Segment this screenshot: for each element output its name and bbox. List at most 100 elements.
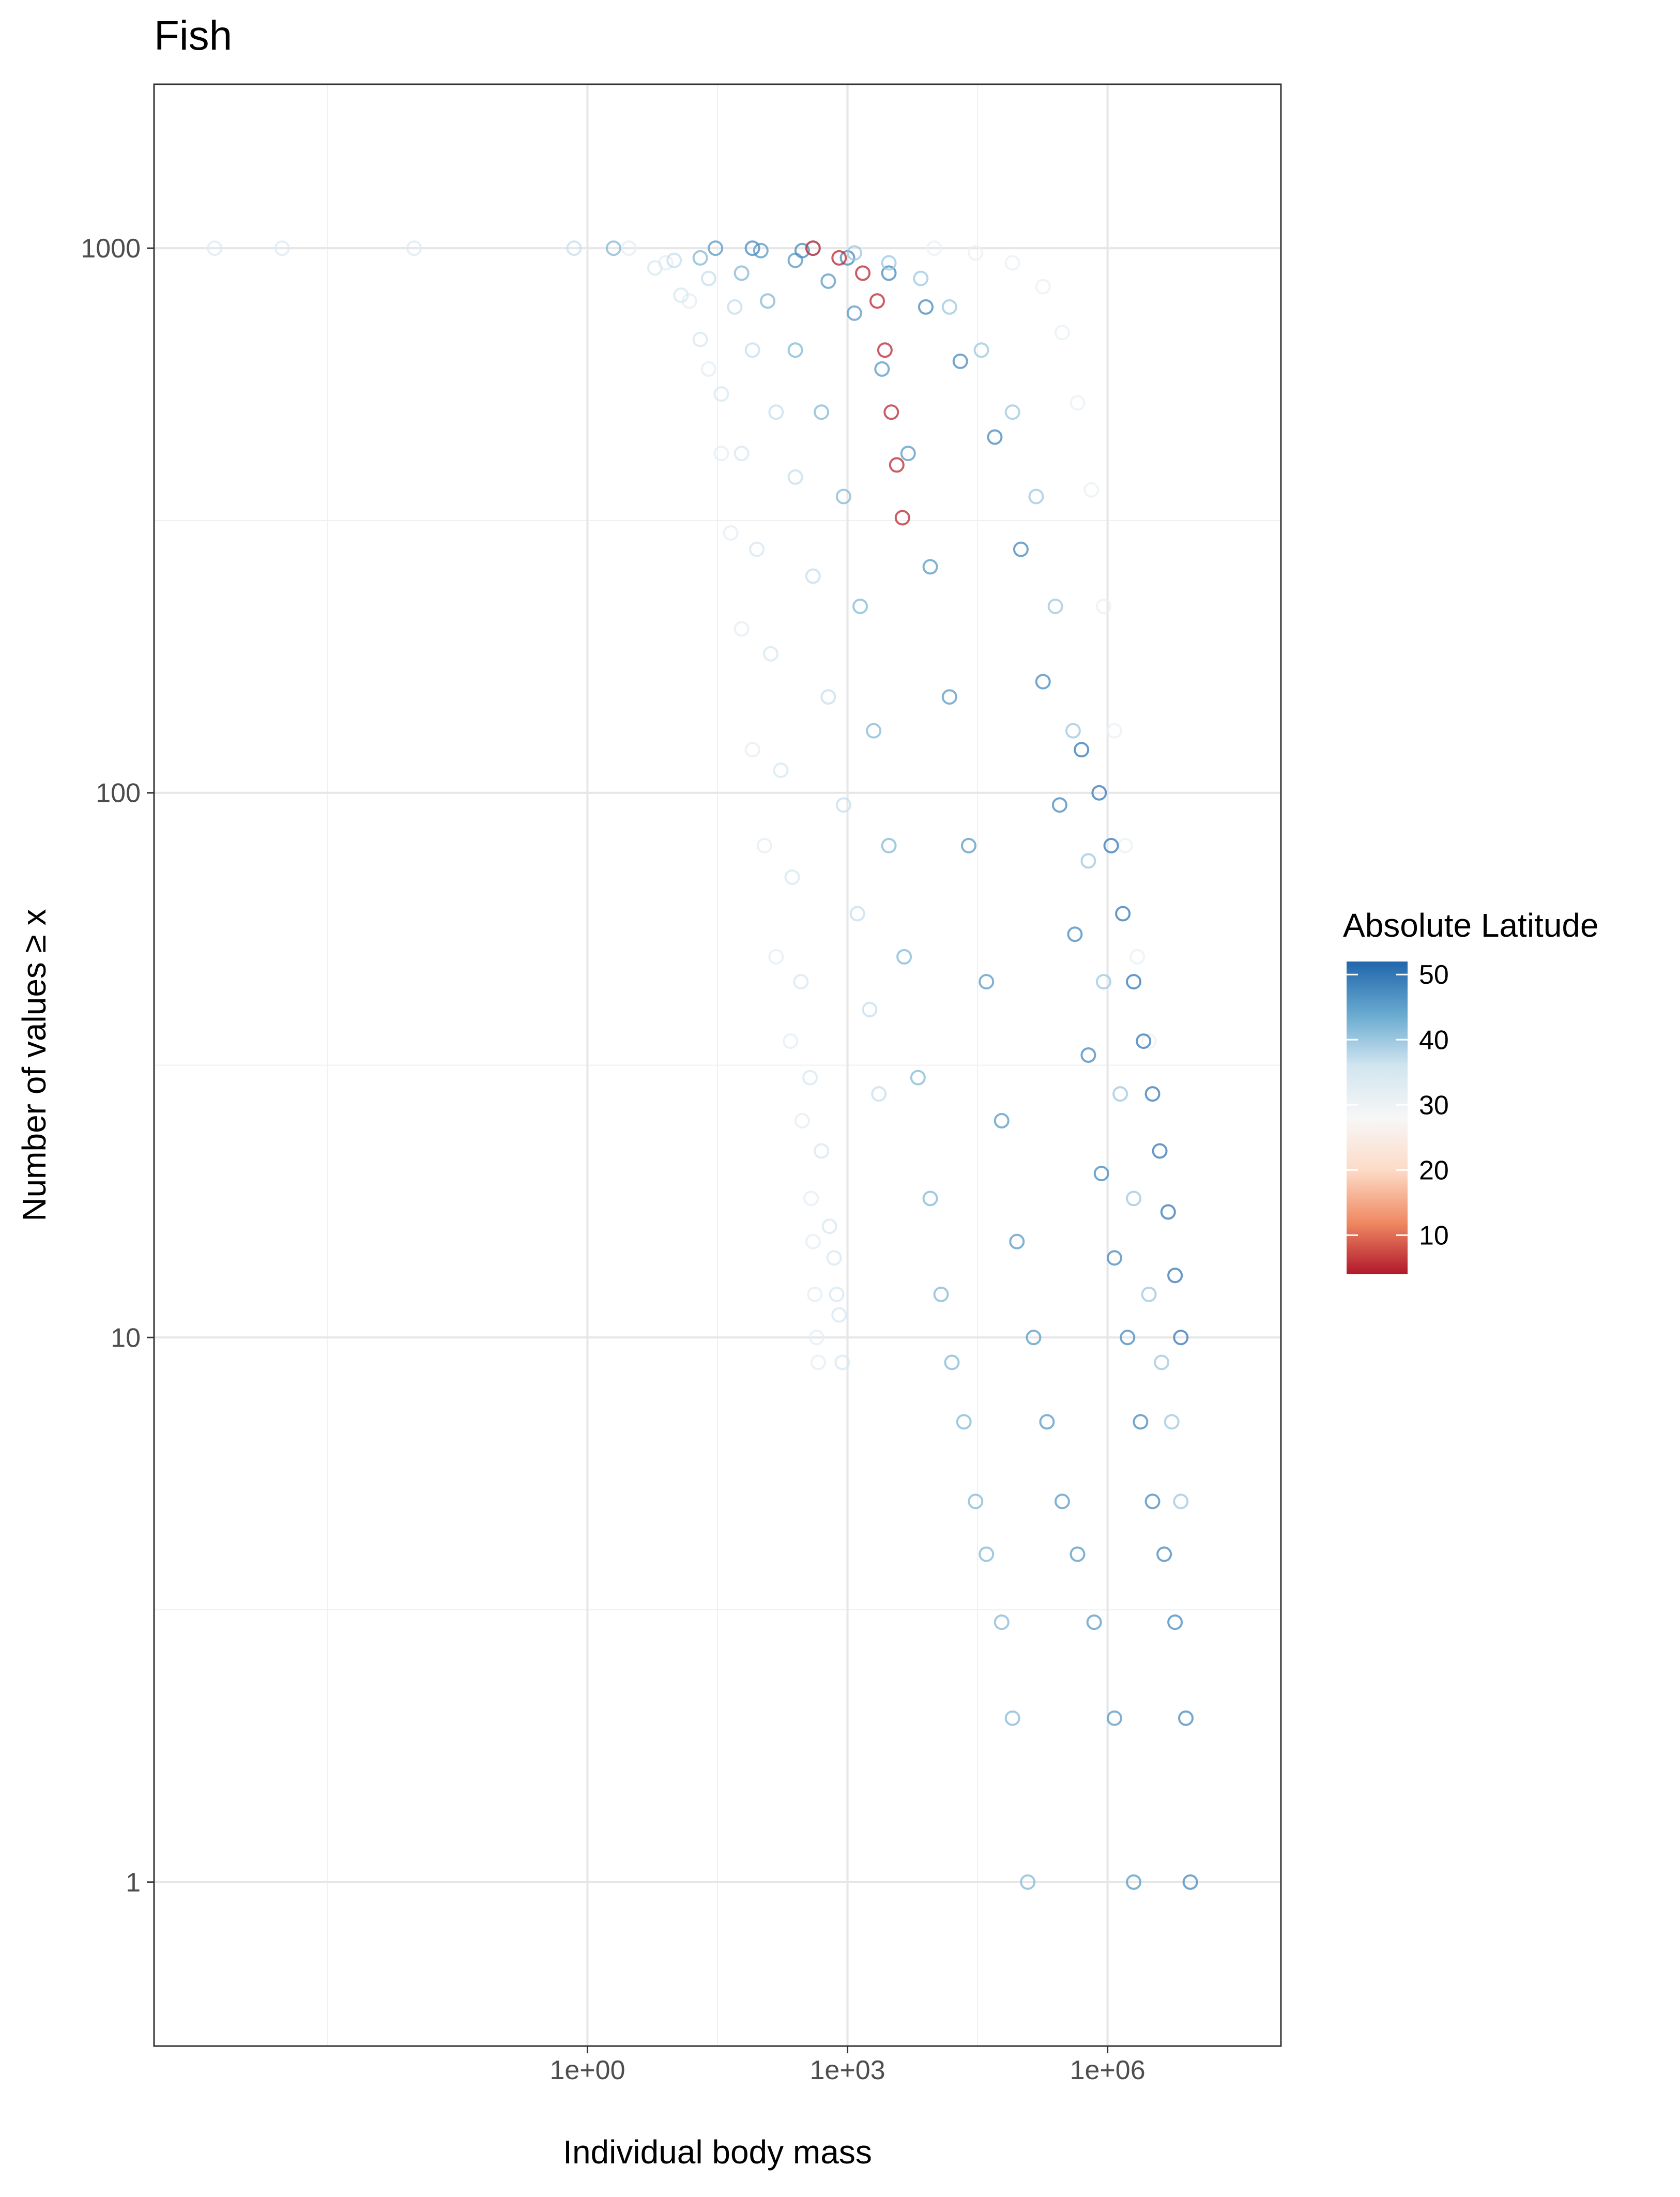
data-point [968, 245, 984, 261]
series-11 [1074, 742, 1189, 1346]
data-point [805, 1233, 821, 1249]
data-point [744, 742, 760, 758]
legend-tick-label: 20 [1419, 1155, 1449, 1185]
data-point [960, 837, 976, 853]
data-point [753, 242, 769, 258]
legend-tick-label: 30 [1419, 1090, 1449, 1120]
data-point [1004, 404, 1020, 420]
series-3 [647, 260, 850, 1370]
data-point [784, 869, 800, 885]
data-point [1156, 1546, 1172, 1562]
data-point [871, 1086, 887, 1102]
data-point [941, 689, 957, 705]
x-axis: 1e+00 1e+03 1e+06 [549, 2046, 1146, 2085]
data-point [979, 1546, 995, 1562]
data-point [807, 1286, 823, 1302]
data-point [760, 293, 776, 309]
data-point [783, 1033, 799, 1049]
data-point [831, 250, 847, 266]
data-point [968, 1493, 984, 1509]
data-point [1178, 1710, 1194, 1726]
data-point [1028, 489, 1044, 505]
data-point [1004, 1710, 1020, 1726]
data-point [869, 293, 885, 309]
data-point [922, 1191, 938, 1207]
y-tick-label: 1 [126, 1868, 141, 1898]
data-point [926, 240, 942, 256]
data-point [666, 252, 682, 268]
data-point [874, 361, 890, 377]
data-point [1070, 1546, 1086, 1562]
data-point [734, 621, 750, 637]
data-point [773, 762, 789, 779]
data-point [877, 342, 893, 358]
data-point [1047, 598, 1063, 614]
data-point [820, 689, 836, 705]
legend-tick-label: 50 [1419, 960, 1449, 990]
data-point [762, 646, 778, 662]
x-tick-label: 1e+06 [1070, 2055, 1146, 2085]
data-point [768, 404, 784, 420]
data-point [973, 342, 989, 358]
data-point [794, 242, 810, 258]
data-point [808, 1330, 824, 1346]
data-point [406, 240, 422, 256]
data-point [1095, 974, 1111, 990]
series-5 [605, 240, 1036, 1890]
data-point [862, 1001, 878, 1017]
data-point [700, 361, 716, 377]
data-point [1173, 1330, 1189, 1346]
data-point [1103, 837, 1119, 853]
data-point [756, 837, 772, 853]
data-point [1035, 674, 1051, 690]
data-point [896, 949, 912, 965]
data-point [852, 598, 868, 614]
data-point [793, 974, 809, 990]
data-point [821, 1218, 837, 1234]
data-point [933, 1286, 949, 1302]
data-point [883, 404, 899, 420]
data-point [835, 797, 851, 813]
chart-title: Fish [154, 12, 232, 58]
data-point [1004, 255, 1020, 271]
data-point [1106, 723, 1122, 739]
data-point [1164, 1414, 1180, 1430]
data-point [692, 331, 708, 347]
data-point [1020, 1874, 1036, 1890]
data-point [1039, 1414, 1055, 1430]
data-point [673, 287, 689, 303]
data-point [814, 1143, 830, 1159]
data-point [1106, 1250, 1122, 1266]
data-point [1126, 974, 1142, 990]
data-point [889, 457, 905, 473]
data-point [647, 260, 663, 276]
data-point [1106, 1710, 1122, 1726]
data-point [1141, 1033, 1157, 1049]
data-point [605, 240, 621, 256]
data-point [1009, 1233, 1025, 1249]
data-point [1067, 926, 1083, 942]
data-point [1144, 1493, 1160, 1509]
legend-tick-label: 10 [1419, 1220, 1449, 1250]
data-point [787, 342, 803, 358]
data-point [1074, 742, 1090, 758]
data-point [1112, 1086, 1128, 1102]
data-point [692, 250, 708, 266]
legend-title: Absolute Latitude [1343, 907, 1599, 944]
data-point [749, 541, 765, 557]
series-6 [708, 240, 1142, 1890]
data-point [1095, 598, 1111, 614]
data-point [944, 1354, 960, 1370]
data-point [1152, 1143, 1168, 1159]
data-point [1144, 1086, 1160, 1102]
data-point [881, 255, 897, 271]
data-point [1133, 1414, 1149, 1430]
data-point [1080, 853, 1096, 869]
data-point [1091, 785, 1107, 801]
data-point [835, 489, 851, 505]
data-point [1129, 949, 1146, 965]
legend: Absolute Latitude 10 20 30 40 50 [1343, 907, 1599, 1274]
data-point [913, 270, 929, 286]
data-point [713, 386, 729, 402]
series-1 [207, 240, 422, 256]
